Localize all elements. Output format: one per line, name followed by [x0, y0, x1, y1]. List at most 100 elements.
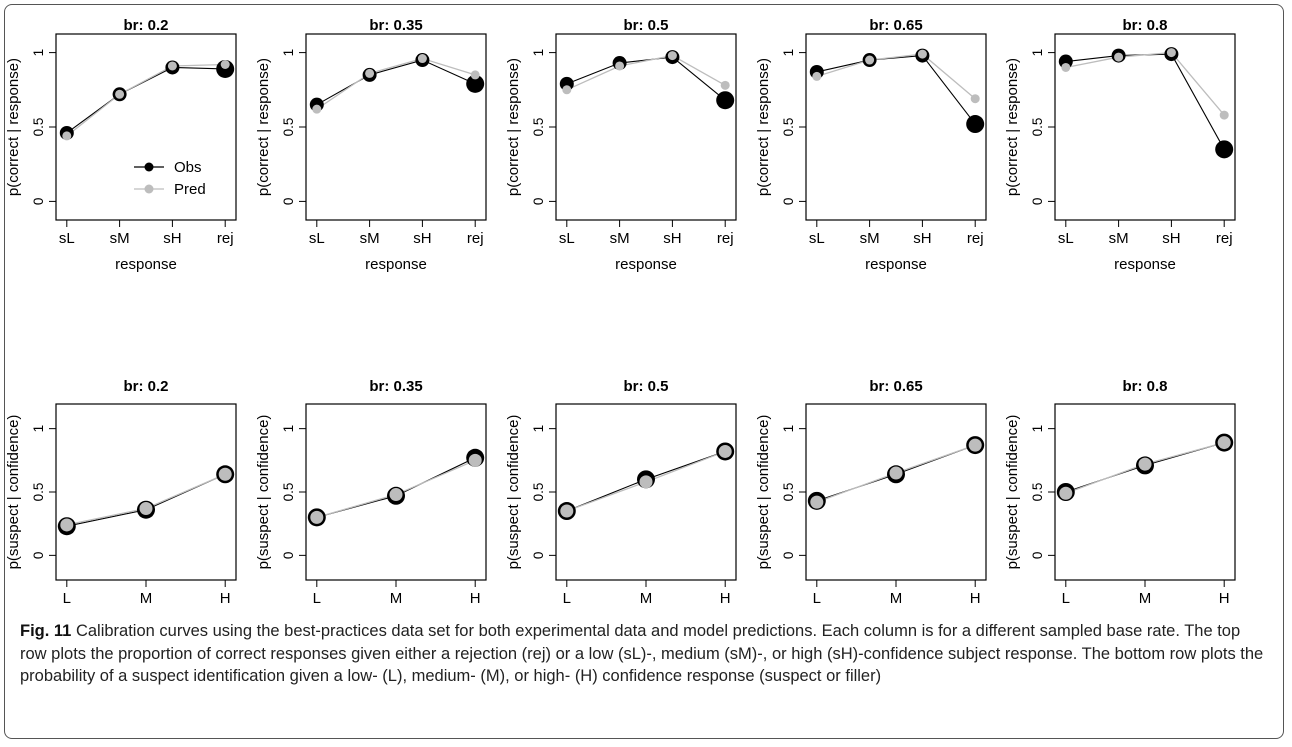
- point-pred: [417, 54, 427, 64]
- point-pred: [968, 438, 982, 452]
- x-tick-label: rej: [217, 230, 234, 247]
- x-tick-label: L: [313, 590, 321, 607]
- x-tick-label: sL: [309, 230, 325, 247]
- x-tick-label: M: [140, 590, 153, 607]
- point-pred: [139, 501, 153, 515]
- y-tick-label: 0: [1030, 198, 1045, 206]
- x-tick-label: rej: [467, 230, 484, 247]
- plot-box: [1054, 33, 1236, 221]
- y-tick-label: 0.5: [281, 483, 296, 502]
- caption-label: Fig. 11: [20, 622, 72, 640]
- point-pred: [1114, 52, 1124, 62]
- figure-frame: [4, 4, 1284, 739]
- x-tick-label: H: [970, 590, 981, 607]
- point-pred: [1217, 436, 1231, 450]
- x-axis-label: response: [615, 256, 677, 273]
- x-tick-label: rej: [1216, 230, 1233, 247]
- y-tick-label: 0.5: [1030, 118, 1045, 137]
- point-pred: [62, 131, 72, 141]
- point-pred: [615, 61, 625, 71]
- x-tick-label: rej: [967, 230, 984, 247]
- y-axis-label: p(suspect | confidence): [755, 415, 772, 570]
- x-tick-label: H: [220, 590, 231, 607]
- point-pred: [1059, 486, 1073, 500]
- series-line-obs: [1065, 53, 1225, 150]
- x-tick-label: sL: [559, 230, 575, 247]
- point-pred: [470, 70, 480, 80]
- chart-panel-bottom-3: br: 0.500.51LMHconfidencep(suspect | con…: [505, 378, 737, 607]
- panel-title: br: 0.65: [869, 378, 922, 395]
- x-tick-label: sH: [163, 230, 181, 247]
- y-tick-label: 0: [781, 552, 796, 560]
- y-axis-label: p(suspect | confidence): [1004, 415, 1021, 570]
- x-tick-label: H: [720, 590, 731, 607]
- y-tick-label: 1: [531, 49, 546, 57]
- legend-label-obs: Obs: [174, 159, 202, 176]
- calibration-figure: br: 0.2 0 0.5 1 sL sM sH rej response p(correct |…: [5, 17, 1236, 607]
- y-tick-label: 1: [31, 49, 46, 57]
- y-tick-label: 0: [531, 552, 546, 560]
- plot-box: [805, 403, 987, 581]
- x-tick-label: sH: [663, 230, 681, 247]
- y-tick-label: 1: [781, 425, 796, 433]
- chart-panel-top-4: br: 0.65 0 0.5 1 sL sM sH rej response p(correct …: [755, 17, 987, 273]
- y-tick-label: 0: [781, 198, 796, 206]
- series-line-pred: [316, 57, 476, 110]
- point-pred: [167, 61, 177, 71]
- point-obs: [466, 74, 485, 93]
- point-obs: [716, 91, 735, 110]
- y-tick-label: 0: [281, 198, 296, 206]
- panel-title: br: 0.8: [1122, 17, 1167, 34]
- point-pred: [560, 504, 574, 518]
- plot-box: [55, 403, 237, 581]
- y-axis-label: p(correct | response): [505, 58, 522, 196]
- x-tick-label: H: [470, 590, 481, 607]
- plot-box: [805, 33, 987, 221]
- y-axis-label: p(correct | response): [5, 58, 22, 196]
- point-pred: [312, 104, 322, 114]
- y-tick-label: 1: [531, 425, 546, 433]
- plot-box: [1054, 403, 1236, 581]
- point-pred: [810, 495, 824, 509]
- panel-title: br: 0.35: [369, 17, 422, 34]
- y-axis-label: p(correct | response): [755, 58, 772, 196]
- x-tick-label: M: [390, 590, 403, 607]
- y-tick-label: 0.5: [781, 483, 796, 502]
- plot-box: [555, 403, 737, 581]
- y-axis-label: p(suspect | confidence): [505, 415, 522, 570]
- series-line-pred: [816, 53, 976, 100]
- point-pred: [917, 49, 927, 59]
- chart-panel-bottom-1: br: 0.200.51LMHconfidencep(suspect | con…: [5, 378, 237, 607]
- point-pred: [812, 71, 822, 81]
- point-pred: [865, 55, 875, 65]
- x-tick-label: sM: [110, 230, 130, 247]
- chart-panel-bottom-5: br: 0.800.51LMHconfidencep(suspect | con…: [1004, 378, 1236, 607]
- plot-box: [555, 33, 737, 221]
- y-tick-label: 0.5: [31, 483, 46, 502]
- x-tick-label: rej: [717, 230, 734, 247]
- x-tick-label: sH: [1162, 230, 1180, 247]
- point-pred: [1061, 62, 1071, 72]
- y-tick-label: 1: [781, 49, 796, 57]
- x-tick-label: sM: [1109, 230, 1129, 247]
- x-tick-label: sL: [1058, 230, 1074, 247]
- x-tick-label: sM: [860, 230, 880, 247]
- x-tick-label: L: [813, 590, 821, 607]
- y-tick-label: 1: [1030, 425, 1045, 433]
- x-tick-label: H: [1219, 590, 1230, 607]
- chart-panel-top-5: br: 0.8 0 0.5 1 sL sM sH rej response p(correct |…: [1004, 17, 1236, 273]
- point-pred: [639, 475, 653, 489]
- series-line-obs: [66, 66, 226, 134]
- y-tick-label: 1: [31, 425, 46, 433]
- panel-title: br: 0.2: [123, 378, 168, 395]
- y-tick-label: 0.5: [531, 483, 546, 502]
- x-tick-label: M: [1139, 590, 1152, 607]
- y-axis-label: p(suspect | confidence): [5, 415, 22, 570]
- y-tick-label: 0: [31, 552, 46, 560]
- point-obs: [966, 115, 985, 134]
- point-pred: [220, 60, 230, 70]
- x-tick-label: sM: [360, 230, 380, 247]
- y-tick-label: 0: [31, 198, 46, 206]
- y-tick-label: 0.5: [531, 118, 546, 137]
